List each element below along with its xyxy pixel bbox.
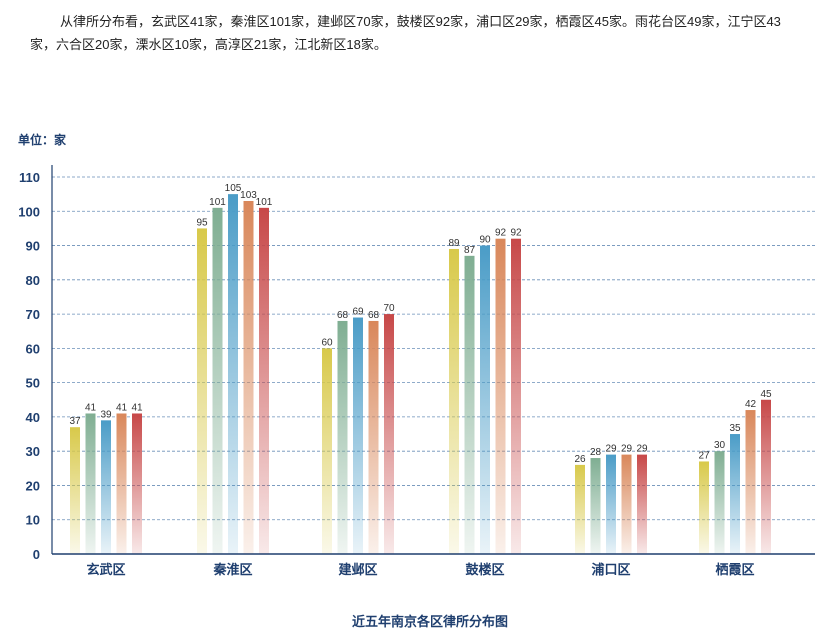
bar [495, 238, 506, 554]
bar-value-label: 87 [464, 245, 476, 256]
bar-value-label: 37 [69, 416, 81, 427]
bar [730, 434, 740, 554]
bar [745, 410, 756, 554]
bar-value-label: 26 [574, 454, 586, 465]
bar [368, 320, 379, 554]
bar [464, 255, 475, 554]
bar-value-label: 28 [590, 447, 602, 458]
bar-value-label: 68 [337, 310, 349, 321]
bar-value-label: 101 [209, 197, 226, 208]
bar [449, 248, 459, 555]
x-category-label: 玄武区 [86, 562, 125, 577]
bar [322, 348, 332, 554]
bar-value-label: 101 [256, 197, 273, 208]
bar-value-label: 41 [116, 402, 128, 413]
x-category-label: 鼓楼区 [465, 562, 504, 577]
bar-value-label: 29 [636, 444, 648, 455]
y-tick-label: 10 [26, 513, 40, 528]
bar [70, 427, 80, 554]
bar-value-label: 29 [621, 444, 633, 455]
bar-value-label: 103 [240, 190, 257, 201]
bar-value-label: 89 [448, 238, 460, 249]
bar [699, 461, 709, 554]
bar-value-label: 92 [495, 228, 507, 239]
bar-value-label: 30 [714, 440, 726, 451]
bar [511, 238, 521, 554]
bar-value-label: 95 [196, 217, 208, 228]
bar [575, 464, 585, 554]
bar [384, 314, 394, 554]
bar-value-label: 29 [605, 444, 617, 455]
bar [637, 454, 647, 554]
y-tick-label: 60 [26, 341, 40, 356]
bar-value-label: 41 [131, 402, 143, 413]
bar [132, 413, 142, 554]
bar-value-label: 35 [729, 423, 741, 434]
bar [714, 451, 725, 554]
bar-value-label: 60 [321, 337, 333, 348]
y-tick-label: 30 [26, 444, 40, 459]
y-tick-label: 50 [26, 376, 40, 391]
bar [621, 454, 632, 554]
bar-value-label: 45 [760, 389, 772, 400]
bar [116, 413, 127, 554]
y-tick-label: 100 [18, 204, 40, 219]
bar-value-label: 42 [745, 399, 757, 410]
unit-label: 单位：家 [18, 132, 67, 147]
bar [197, 228, 207, 554]
bar [761, 399, 771, 554]
bar [101, 420, 111, 554]
x-category-label: 栖霞区 [715, 562, 754, 577]
x-category-label: 建邺区 [338, 562, 377, 577]
bar-value-label: 27 [698, 450, 710, 461]
bar [590, 458, 601, 554]
bar-value-label: 70 [383, 303, 395, 314]
bar-value-label: 39 [100, 409, 112, 420]
bar [353, 317, 363, 554]
bar [212, 207, 223, 554]
bar-value-label: 69 [352, 307, 364, 318]
y-tick-label: 0 [33, 547, 40, 562]
y-tick-label: 20 [26, 478, 40, 493]
bar-value-label: 92 [510, 228, 522, 239]
y-tick-label: 80 [26, 273, 40, 288]
axes: 0 10 20 30 40 50 60 70 80 90 100 110 玄武区 秦淮区 建邺区 鼓楼区 浦口区… [18, 165, 815, 577]
grid-lines [52, 176, 815, 521]
bar [228, 194, 238, 555]
y-tick-label: 90 [26, 239, 40, 254]
x-category-label: 浦口区 [591, 562, 630, 577]
bar-value-label: 90 [479, 235, 491, 246]
x-category-label: 秦淮区 [212, 562, 252, 577]
bar [85, 413, 96, 554]
bar [259, 207, 269, 554]
chart-title: 近五年南京各区律所分布图 [352, 614, 508, 629]
bar-value-label: 68 [368, 310, 380, 321]
y-tick-label: 40 [26, 410, 40, 425]
y-tick-label: 110 [19, 170, 40, 185]
bar-value-label: 105 [225, 183, 242, 194]
intro-paragraph: 从律所分布看，玄武区41家，秦淮区101家，建邺区70家，鼓楼区92家，浦口区2… [30, 14, 781, 52]
bar-value-label: 41 [85, 402, 97, 413]
y-tick-label: 70 [26, 307, 40, 322]
bar [337, 320, 348, 554]
bar [480, 245, 490, 554]
bar [606, 454, 616, 554]
bar [243, 200, 254, 554]
